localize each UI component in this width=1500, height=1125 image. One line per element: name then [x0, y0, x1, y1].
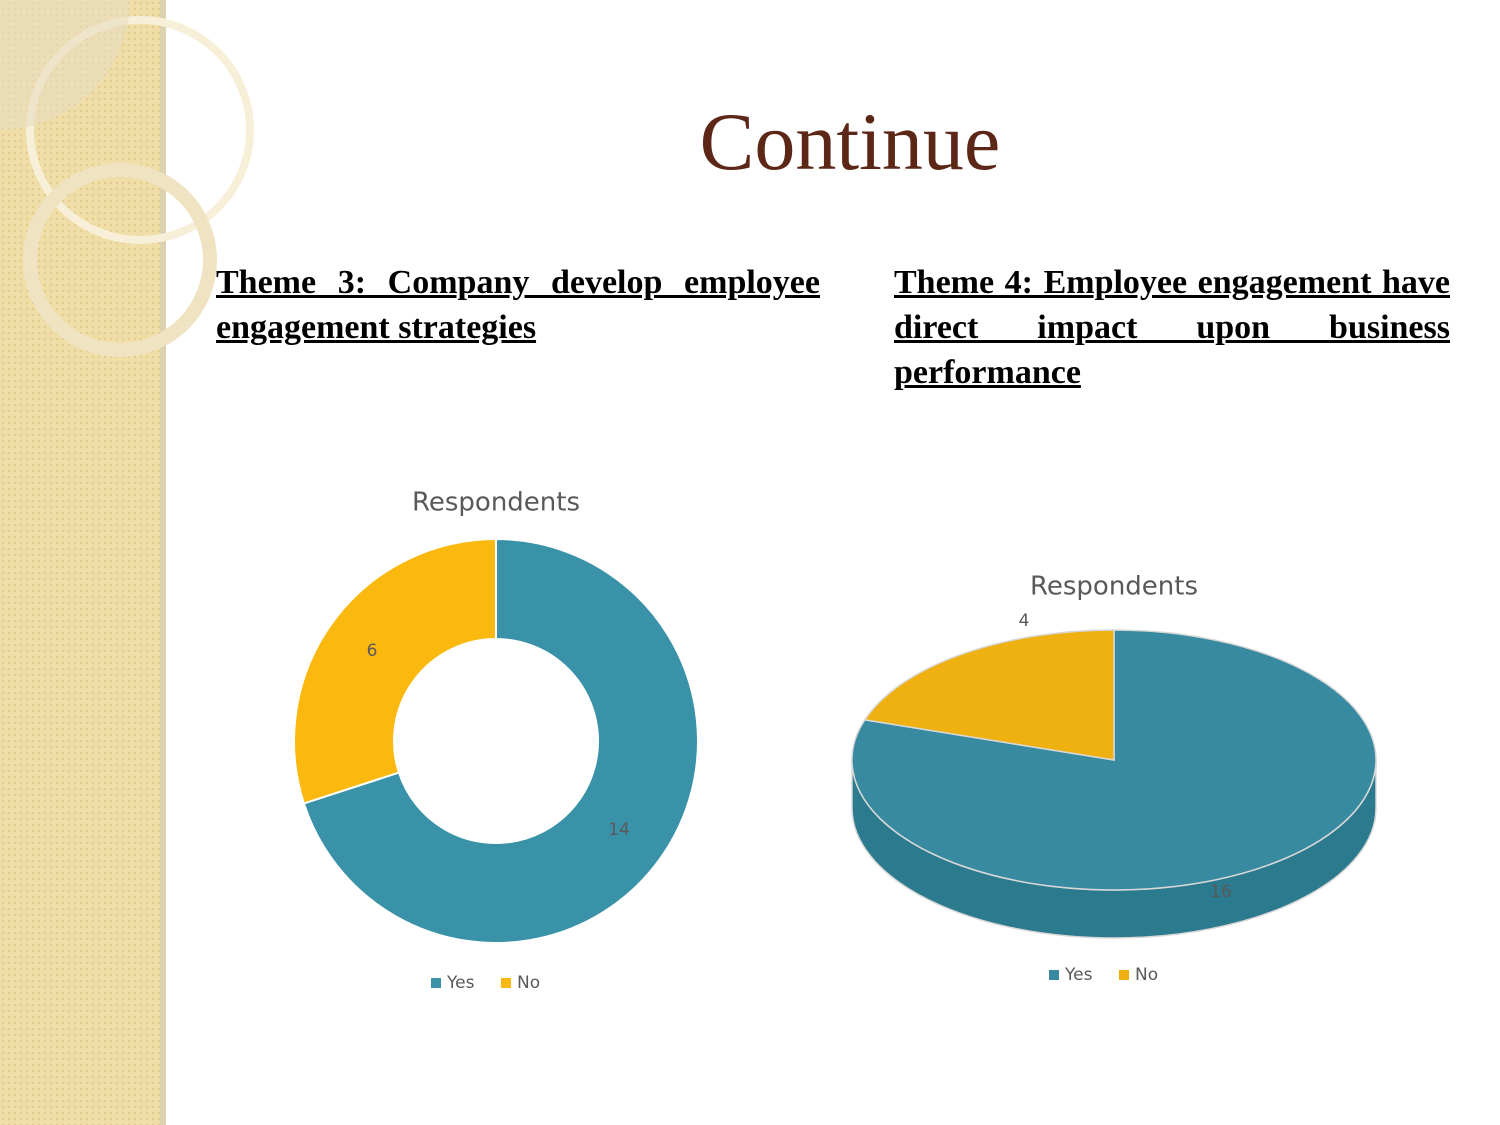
side-edge [160, 0, 166, 1125]
decor-shape [0, 0, 130, 130]
data-label: 6 [367, 641, 378, 661]
chart-title: Respondents [412, 488, 580, 518]
data-label: 4 [1019, 611, 1030, 631]
donut-slice [302, 537, 699, 944]
decor-ring [26, 16, 254, 244]
legend-label: Yes [446, 973, 475, 993]
slide-title: Continue [699, 96, 1001, 187]
legend-label: Yes [1064, 965, 1093, 985]
legend-swatch [501, 978, 511, 988]
data-label: 16 [1210, 882, 1232, 902]
pie-slice [851, 629, 1377, 891]
data-label: 14 [608, 820, 630, 840]
pie-slice [863, 629, 1115, 761]
legend-label: No [517, 973, 540, 993]
side-strip [0, 0, 165, 1125]
decor-ring [23, 163, 217, 357]
legend-swatch [431, 978, 441, 988]
legend-swatch [1049, 970, 1059, 980]
theme-heading: Theme 4: Employee engagement have direct… [894, 264, 1450, 391]
legend-label: No [1135, 965, 1158, 985]
legend-swatch [1119, 970, 1129, 980]
chart-title: Respondents [1030, 572, 1198, 602]
donut-slice [293, 537, 497, 805]
theme-heading: Theme 3: Company develop employee engage… [216, 264, 820, 346]
